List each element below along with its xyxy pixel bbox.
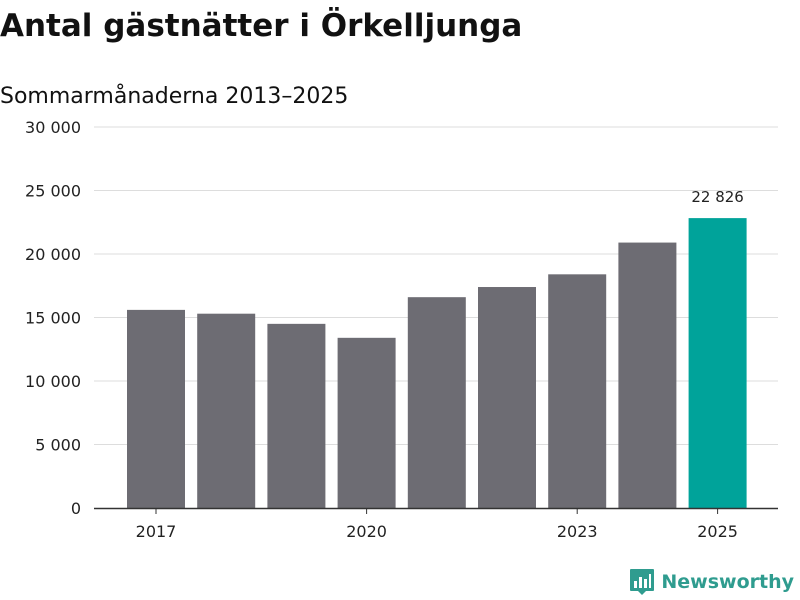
data-label: 22 826 — [691, 188, 744, 206]
y-tick-label: 20 000 — [25, 245, 81, 264]
bar — [548, 274, 607, 508]
y-tick-label: 5 000 — [35, 436, 81, 455]
brand-logo: Newsworthy — [629, 568, 794, 596]
data-labels: 22 826 — [691, 188, 744, 206]
x-tick-label: 2017 — [136, 522, 177, 541]
bar — [337, 337, 396, 508]
chart-title: Antal gästnätter i Örkelljunga — [0, 8, 523, 44]
y-tick-label: 0 — [71, 499, 81, 518]
x-axis — [94, 507, 778, 514]
bar — [197, 313, 256, 508]
bar — [407, 297, 466, 508]
bar-chart-speech-bubble-icon — [630, 569, 655, 595]
y-axis-tick-labels: 0 5 000 10 000 15 000 20 000 25 000 30 000 — [25, 118, 81, 518]
x-tick-label: 2025 — [697, 522, 738, 541]
x-tick-label: 2023 — [557, 522, 598, 541]
y-tick-label: 30 000 — [25, 118, 81, 137]
bar — [618, 242, 677, 508]
bars — [127, 218, 747, 508]
chart-subtitle: Sommarmånaderna 2013–2025 — [0, 84, 349, 109]
bar — [478, 287, 536, 508]
bar — [127, 309, 185, 508]
x-axis-tick-labels: 2017 2020 2023 2025 — [136, 522, 738, 541]
y-tick-label: 15 000 — [25, 309, 81, 328]
y-tick-label: 25 000 — [25, 182, 81, 201]
bar-highlight — [688, 218, 747, 508]
brand-name: Newsworthy — [661, 571, 794, 593]
x-tick-label: 2020 — [346, 522, 387, 541]
bar — [267, 323, 326, 508]
y-tick-label: 10 000 — [25, 372, 81, 391]
